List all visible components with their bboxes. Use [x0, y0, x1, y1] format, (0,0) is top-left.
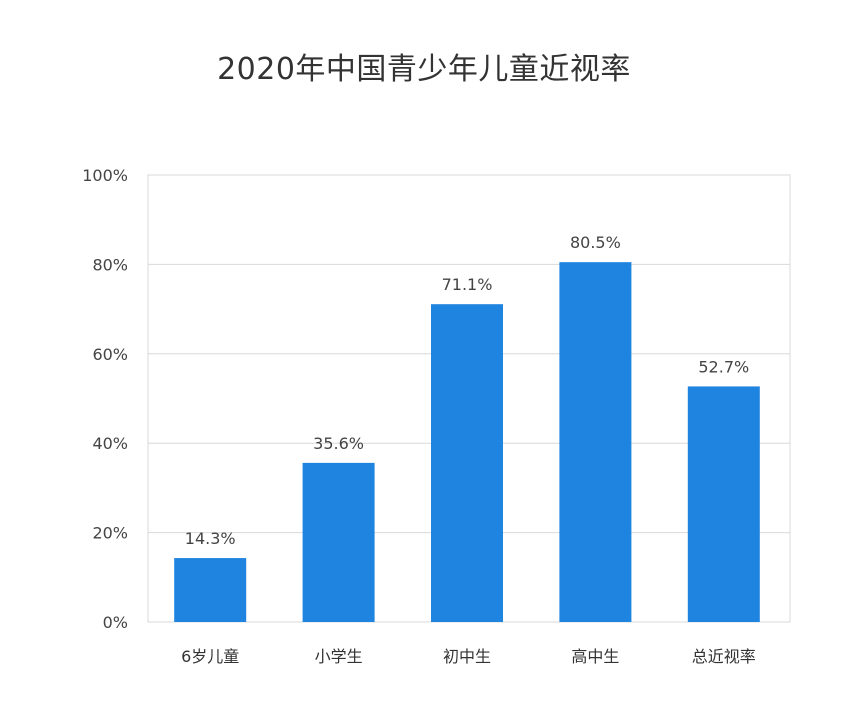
chart-title: 2020年中国青少年儿童近视率	[217, 52, 631, 87]
data-label: 80.5%	[570, 233, 621, 252]
data-label: 14.3%	[185, 529, 236, 548]
bar	[302, 462, 375, 622]
data-label: 71.1%	[442, 275, 493, 294]
x-category-label: 6岁儿童	[181, 647, 239, 666]
y-tick-label: 100%	[82, 166, 128, 185]
x-category-label: 高中生	[571, 647, 619, 666]
bar	[431, 304, 503, 622]
x-category-label: 初中生	[443, 647, 491, 666]
y-tick-label: 0%	[103, 613, 128, 632]
y-tick-label: 20%	[92, 524, 128, 543]
bar	[559, 262, 632, 622]
data-label: 52.7%	[698, 357, 749, 376]
y-tick-label: 60%	[92, 345, 128, 364]
bar	[174, 558, 247, 622]
x-category-label: 小学生	[315, 647, 363, 666]
y-tick-label: 80%	[92, 255, 128, 274]
y-tick-label: 40%	[92, 434, 128, 453]
data-label: 35.6%	[313, 434, 364, 453]
bar	[687, 386, 760, 622]
x-category-label: 总近视率	[692, 647, 756, 666]
